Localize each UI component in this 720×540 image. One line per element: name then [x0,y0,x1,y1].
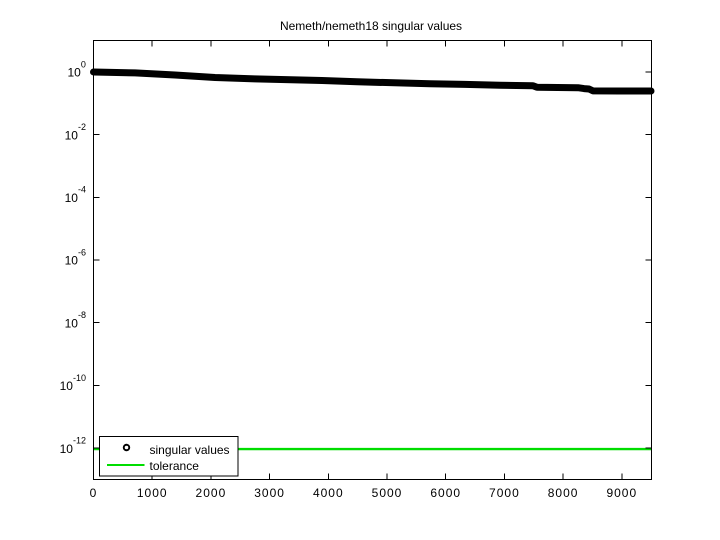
svg-text:9000: 9000 [606,486,637,500]
svg-text:8000: 8000 [548,486,579,500]
svg-text:2000: 2000 [196,486,227,500]
svg-text:Nemeth/nemeth18 singular value: Nemeth/nemeth18 singular values [280,19,462,33]
svg-text:singular values: singular values [150,443,230,457]
svg-text:3000: 3000 [254,486,285,500]
svg-text:tolerance: tolerance [150,459,200,473]
svg-text:6000: 6000 [430,486,461,500]
svg-text:7000: 7000 [489,486,520,500]
svg-text:5000: 5000 [372,486,403,500]
svg-text:4000: 4000 [313,486,344,500]
svg-text:1000: 1000 [137,486,168,500]
svg-text:0: 0 [90,486,98,500]
